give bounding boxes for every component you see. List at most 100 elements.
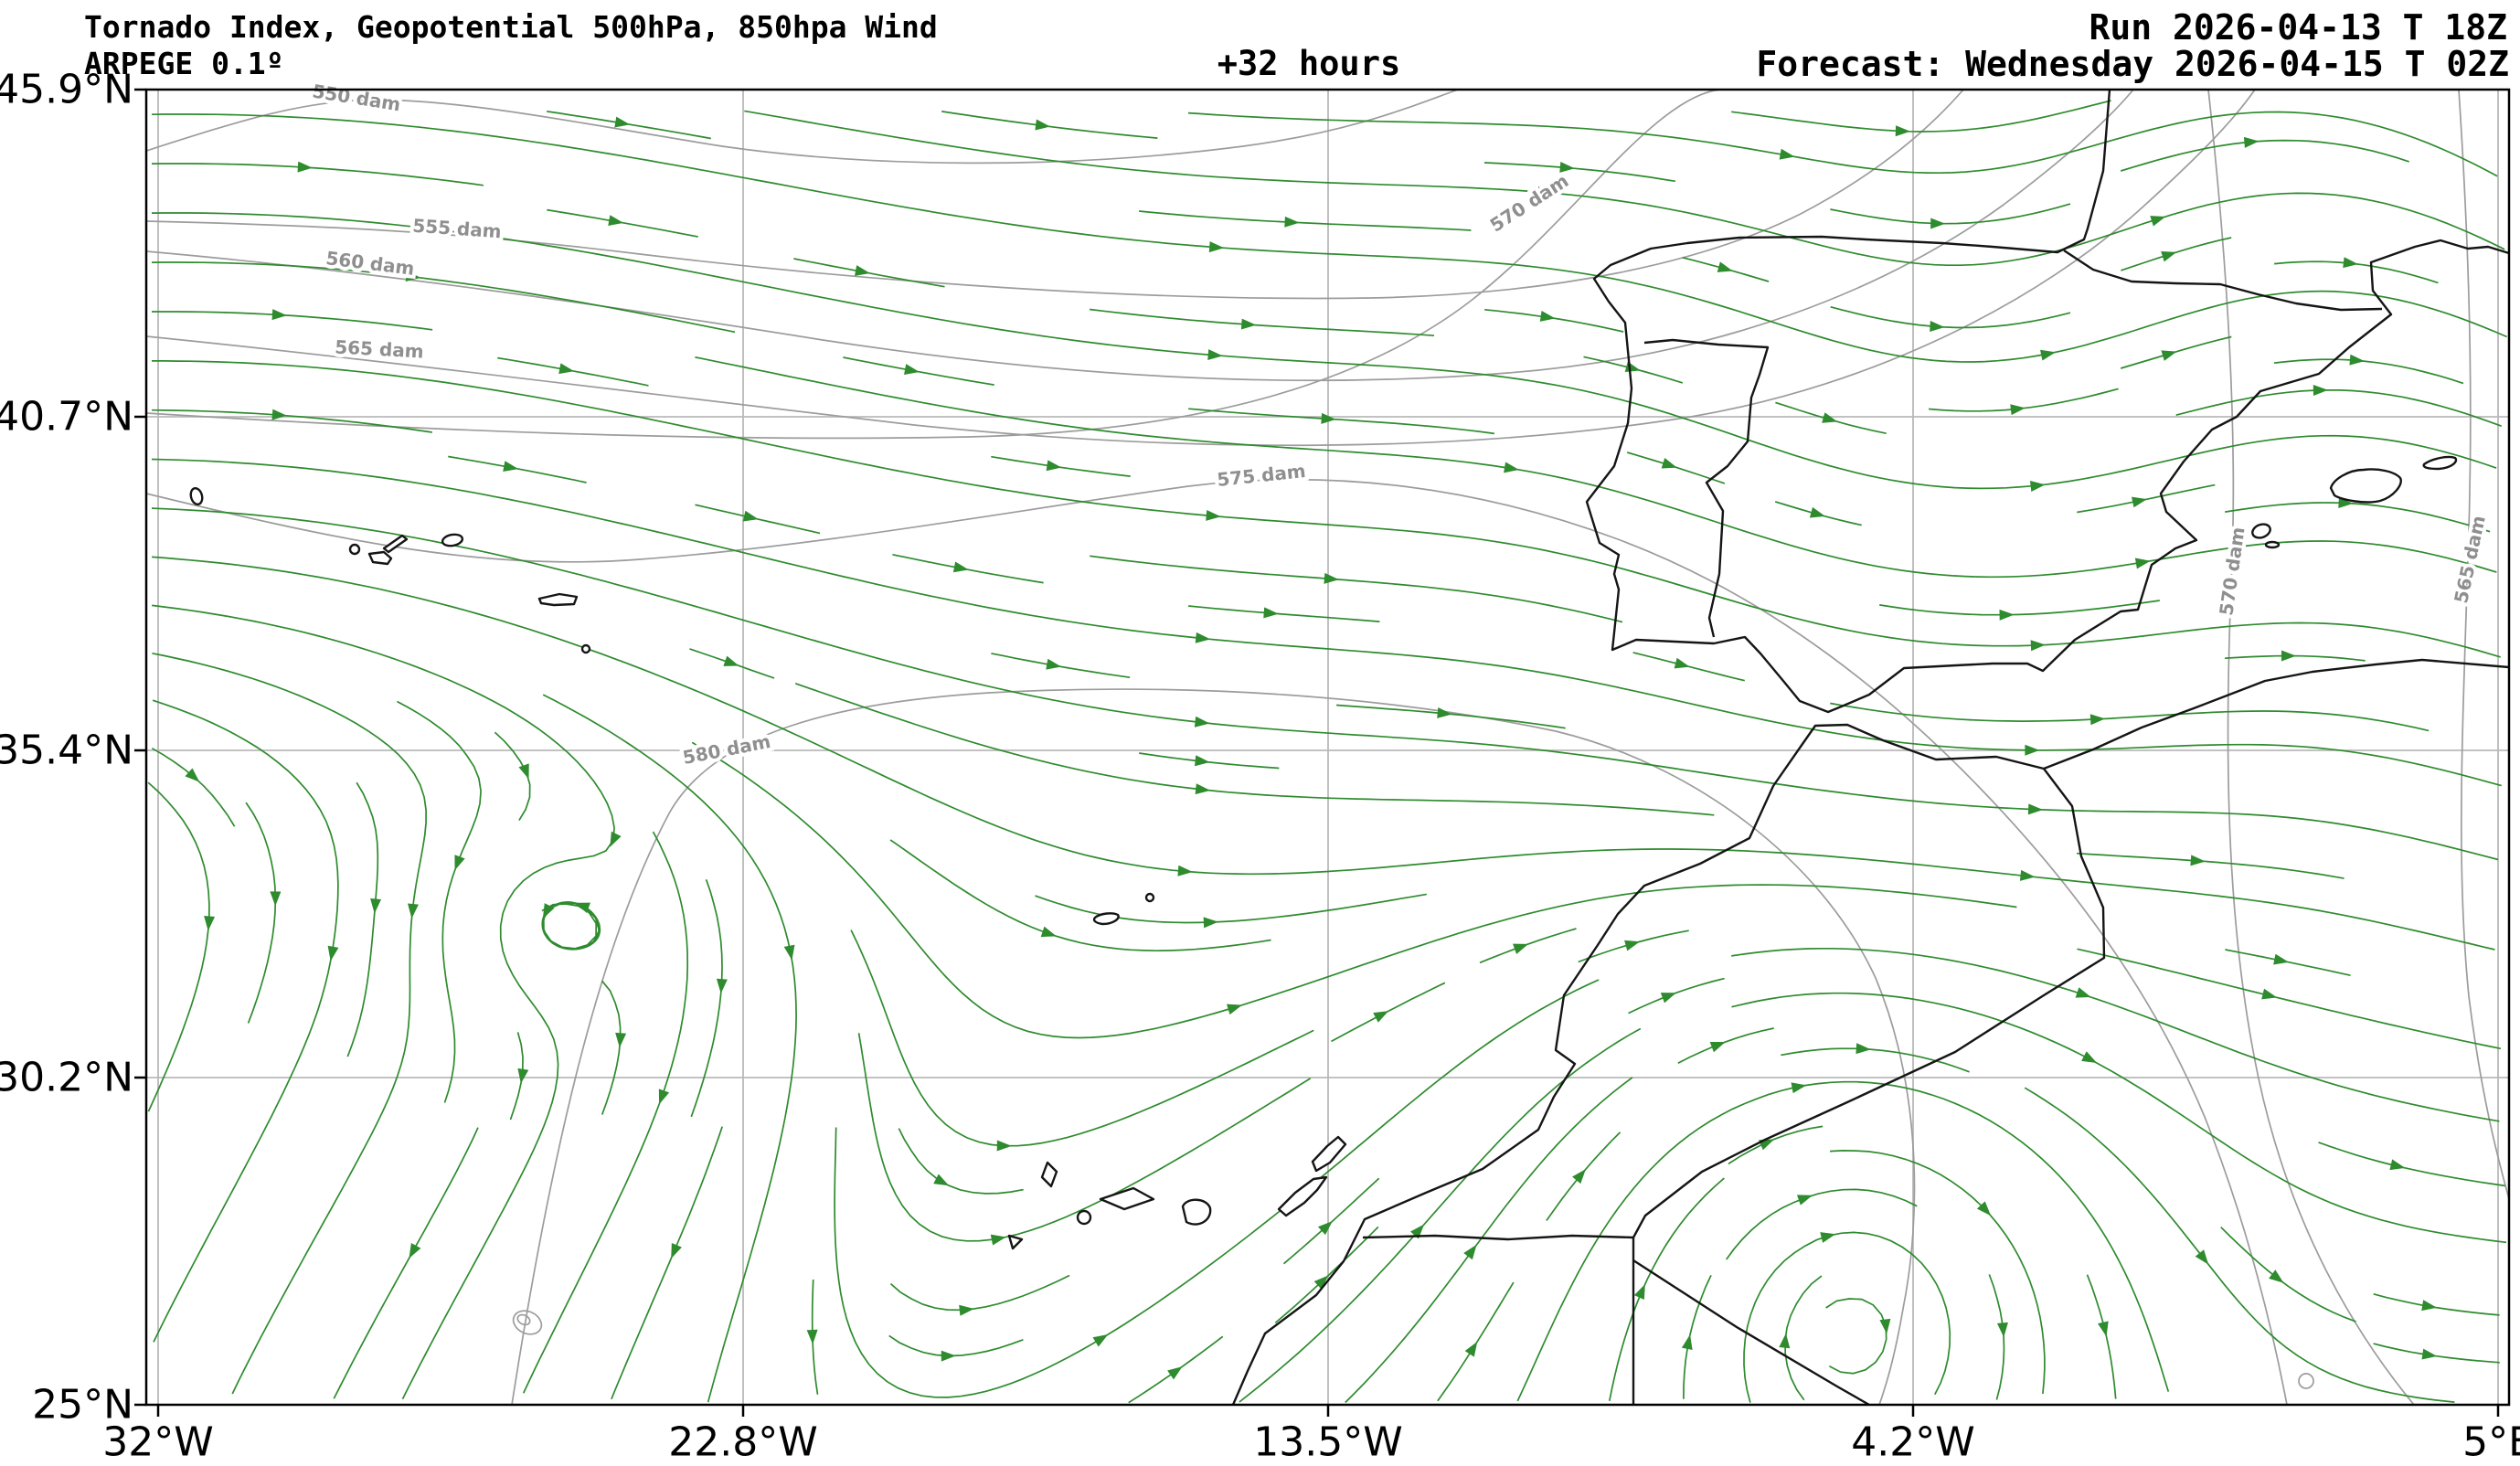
contour-label: 565 dam [335,335,424,362]
streamline [1879,600,2160,616]
streamline-arrow-icon [2134,558,2151,569]
streamline [448,455,587,483]
streamline [1345,1077,1633,1404]
streamline-arrow-icon [671,1242,682,1259]
streamline-arrow-icon [2150,216,2166,227]
streamline [834,979,1600,1398]
streamline-arrow-icon [2161,350,2177,361]
streamline [1683,1274,1712,1399]
streamline-arrow-icon [1674,657,1690,669]
streamline-arrow-icon [1410,1224,1425,1239]
streamline [2373,1343,2500,1364]
contour-label: 580 dam [681,730,772,769]
streamline-arrow-icon [2027,803,2044,815]
streamline-arrow-icon [2281,650,2296,662]
streamline [889,839,1271,952]
streamline-arrow-icon [1513,943,1529,954]
streamline-arrow-icon [2349,354,2365,366]
streamline-arrow-icon [1895,125,1910,137]
streamline-arrow-icon [1976,1201,1992,1216]
streamline-arrow-icon [1195,632,1211,643]
streamline-arrow-icon [2081,1051,2098,1064]
streamline-arrow-icon [1226,1004,1243,1015]
streamline-arrow-icon [1709,1041,1726,1053]
streamline [1728,1125,1824,1165]
streamline [2318,1142,2505,1187]
streamline [2077,483,2216,514]
lat-tick-label: 35.4°N [0,728,133,774]
streamline [1336,704,1566,729]
lon-tick-label: 4.2°W [1851,1419,1974,1466]
streamline [147,781,210,1112]
streamline-arrow-icon [1779,148,1795,160]
streamline-arrow-icon [1633,1283,1645,1301]
streamline-arrow-icon [1040,926,1057,938]
streamline [2024,1087,2455,1403]
lon-tick-label: 5°E [2462,1419,2520,1466]
streamline [888,1334,1024,1357]
streamline [547,111,711,140]
streamline-arrow-icon [1879,1318,1891,1334]
streamline-arrow-icon [2029,481,2046,492]
streamline-arrow-icon [996,1140,1012,1152]
streamline-arrow-icon [1263,607,1279,619]
streamline [1830,203,2071,225]
streamline [151,163,484,186]
streamline [333,1127,479,1399]
streamline [494,731,531,822]
streamline [611,1126,724,1400]
streamline [1516,1080,2170,1402]
streamline-arrow-icon [1284,216,1300,228]
streamline [1830,702,2430,732]
contour-label: 555 dam [412,215,503,243]
streamline [1825,1298,1887,1375]
streamline-arrow-icon [742,510,759,522]
streamline-arrow-icon [1996,1322,2008,1338]
streamline [850,930,1314,1147]
streamline [2225,502,2491,533]
streamline-arrow-icon [2243,136,2259,148]
streamline-arrow-icon [1504,462,1519,473]
streamline [898,1128,1024,1195]
streamline-arrow-icon [2261,988,2278,1000]
streamline [1829,1150,2046,1395]
streamline-arrow-icon [2195,1249,2209,1265]
streamline [794,682,1715,816]
streamline [991,455,1131,477]
streamline [1483,162,1676,183]
streamline [1139,210,1472,231]
streamline [2225,949,2351,977]
streamline-arrow-icon [1208,241,1225,253]
streamline-arrow-icon [615,1032,627,1048]
streamline [1188,408,1495,435]
streamline-arrow-icon [952,561,969,573]
streamline-arrow-icon [2343,257,2358,269]
streamline-arrow-icon [2389,1159,2406,1171]
streamline [892,553,1044,584]
streamline-arrow-icon [1046,658,1062,670]
run-timestamp: Run 2026-04-13 T 18Z [2089,7,2507,48]
streamline-arrow-icon [783,944,795,961]
streamline [542,694,797,1403]
streamline [151,507,2499,861]
streamline [1484,308,1624,333]
streamline [547,208,698,238]
streamline-arrow-icon [271,309,287,321]
streamline-arrow-icon [959,1304,974,1316]
streamline-arrow-icon [610,831,622,847]
streamline-arrow-icon [1313,1275,1329,1290]
contour-label: 550 dam [311,80,402,116]
axis-tick-labels: 32°W 22.8°W 13.5°W 4.2°W 5°E 45.9°N 40.7°N 35.4… [0,67,2520,1466]
streamline-arrow-icon [716,978,728,994]
contour-label: 570 dam [1486,169,1573,236]
streamline-arrow-icon [1324,572,1339,584]
streamline-arrow-icon [1809,506,1825,518]
streamline-arrow-icon [1240,318,1257,330]
streamline-arrow-icon [1194,755,1210,767]
streamline [941,111,1158,139]
coastlines-borders [189,90,2509,1405]
streamline [2120,335,2232,369]
lat-tick-label: 40.7°N [0,394,133,441]
streamline [151,409,432,433]
streamline-arrow-icon [1539,311,1556,322]
